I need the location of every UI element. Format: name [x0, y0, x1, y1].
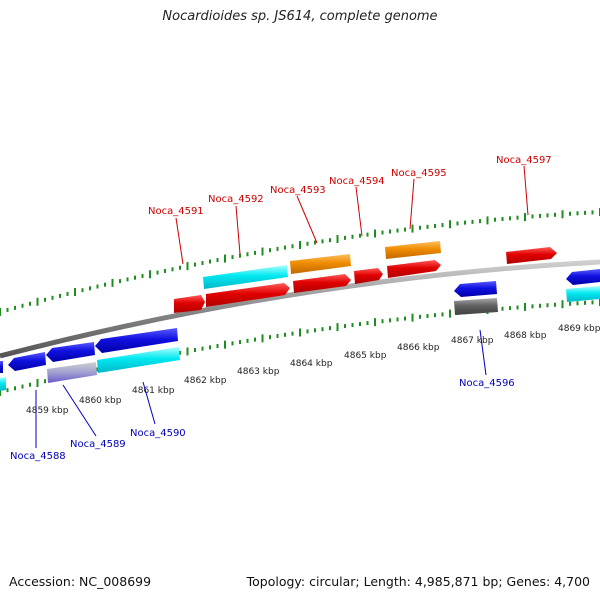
gene-leader-line: [235, 205, 241, 255]
scale-label: 4865 kbp: [344, 351, 387, 361]
scale-label: 4859 kbp: [26, 406, 69, 416]
gene-leader-line: [62, 384, 97, 437]
cds-arrow[interactable]: [95, 328, 178, 353]
misc-feature[interactable]: [454, 298, 498, 315]
rna-feature[interactable]: [203, 265, 288, 289]
misc-feature[interactable]: [47, 362, 97, 383]
scale-label: 4863 kbp: [237, 367, 280, 377]
gene-label[interactable]: Noca_4596: [459, 378, 515, 389]
gene-leader-line: [142, 381, 156, 425]
accession-label: Accession: NC_008699: [9, 574, 152, 589]
cds-arrow[interactable]: [387, 260, 441, 278]
gene-label[interactable]: Noca_4590: [130, 428, 186, 439]
misc-feature[interactable]: [290, 254, 351, 274]
cds-arrow[interactable]: [454, 281, 497, 297]
misc-feature[interactable]: [385, 241, 441, 259]
rna-feature[interactable]: [97, 347, 180, 373]
scale-label: 4864 kbp: [290, 359, 333, 369]
cds-arrow[interactable]: [46, 342, 95, 362]
gene-leader-line: [479, 329, 487, 376]
gene-leader-line: [355, 186, 363, 237]
cds-arrow[interactable]: [174, 295, 205, 313]
gene-leader-line: [523, 165, 529, 216]
genome-backbone: [0, 259, 600, 359]
reverse-features: [0, 269, 600, 391]
scale-label: 4860 kbp: [79, 396, 122, 406]
gene-leader-line: [409, 178, 415, 230]
gene-label[interactable]: Noca_4591: [148, 206, 204, 217]
map-title: Nocardioides sp. JS614, complete genome: [162, 9, 438, 24]
scale-labels: 4859 kbp 4860 kbp 4861 kbp 4862 kbp 4863 kbp…: [26, 324, 600, 416]
gene-label[interactable]: Noca_4597: [496, 155, 552, 166]
gene-leader-line: [175, 217, 184, 265]
gene-label[interactable]: Noca_4588: [10, 451, 66, 462]
rna-feature[interactable]: [566, 286, 600, 302]
cds-arrow[interactable]: [8, 352, 46, 371]
rna-feature[interactable]: [0, 377, 6, 391]
gene-label[interactable]: Noca_4595: [391, 168, 447, 179]
scale-label: 4868 kbp: [504, 331, 547, 341]
scale-label: 4862 kbp: [184, 376, 227, 386]
gene-label[interactable]: Noca_4589: [70, 439, 126, 450]
cds-arrow[interactable]: [354, 268, 383, 284]
scale-label: 4867 kbp: [451, 336, 494, 346]
scale-label: 4869 kbp: [558, 324, 600, 334]
outer-tick-ring: [0, 208, 600, 316]
cds-arrow[interactable]: [293, 274, 351, 293]
cds-arrow[interactable]: [566, 269, 600, 285]
scale-label: 4861 kbp: [132, 386, 175, 396]
gene-label[interactable]: Noca_4594: [329, 176, 385, 187]
scale-label: 4866 kbp: [397, 343, 440, 353]
cds-arrow[interactable]: [0, 361, 3, 373]
cds-arrow[interactable]: [206, 283, 290, 307]
forward-features: [174, 241, 557, 313]
gene-label[interactable]: Noca_4593: [270, 185, 326, 196]
topology-summary: Topology: circular; Length: 4,985,871 bp…: [246, 574, 590, 589]
cds-arrow[interactable]: [506, 247, 557, 264]
gene-label[interactable]: Noca_4592: [208, 194, 264, 205]
gene-leader-line: [296, 195, 318, 244]
